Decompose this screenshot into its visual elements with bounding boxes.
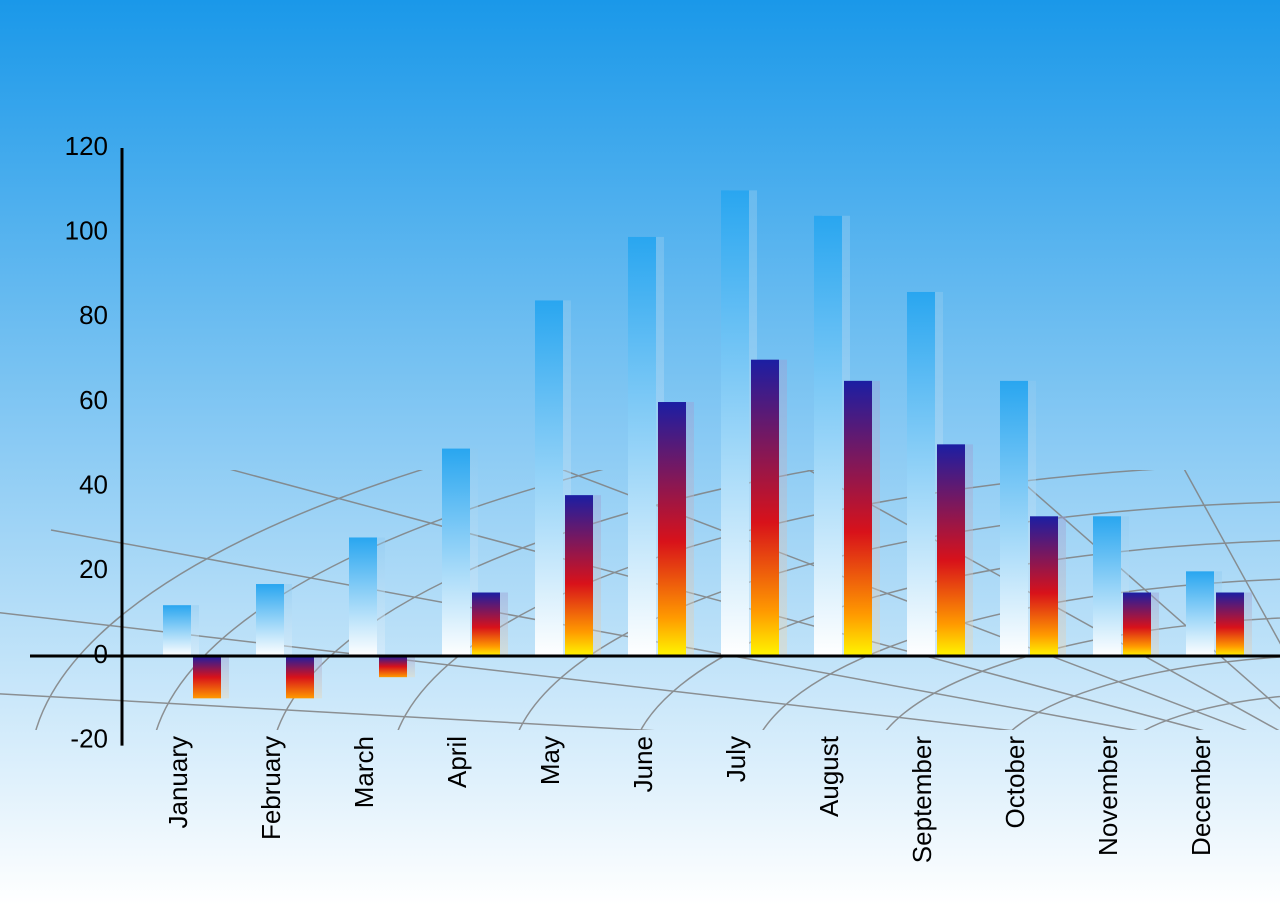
series2-bar (844, 381, 872, 656)
y-tick-label: 0 (94, 639, 108, 669)
y-tick-label: 120 (65, 131, 108, 161)
series1-bar (814, 216, 842, 656)
series2-bar (751, 360, 779, 656)
series1-bar (1186, 571, 1214, 656)
chart-svg: -20 0 20 40 60 80 100 120 January February March Ap… (0, 0, 1280, 905)
x-category-label: February (256, 736, 286, 840)
x-category-label: September (907, 736, 937, 864)
y-tick-label: -20 (70, 724, 108, 754)
y-tick-label: 100 (65, 216, 108, 246)
series1-bar (1093, 516, 1121, 656)
monthly-bar-chart: -20 0 20 40 60 80 100 120 January February March Ap… (0, 0, 1280, 905)
series1-bar (1000, 381, 1028, 656)
x-category-label: December (1186, 736, 1216, 856)
series1-bar (535, 300, 563, 656)
x-category-label: August (814, 735, 844, 817)
y-tick-label: 40 (79, 470, 108, 500)
series1-bar (628, 237, 656, 656)
series2-bar (1123, 593, 1151, 656)
series2-bar (565, 495, 593, 656)
x-category-label: October (1000, 736, 1030, 829)
series1-bar (721, 190, 749, 656)
series1-bar (163, 605, 191, 656)
x-category-label: April (442, 736, 472, 788)
series2-bar (286, 656, 314, 698)
series2-bar (658, 402, 686, 656)
series2-bar (1216, 593, 1244, 656)
y-tick-label: 60 (79, 385, 108, 415)
series1-bar (256, 584, 284, 656)
series2-bar (937, 444, 965, 656)
series1-bar (442, 449, 470, 656)
y-tick-label: 20 (79, 554, 108, 584)
y-tick-label: 80 (79, 300, 108, 330)
series2-bar (472, 593, 500, 656)
x-category-label: March (349, 736, 379, 808)
series2-bar (1030, 516, 1058, 656)
x-category-label: June (628, 736, 658, 792)
series1-bar (907, 292, 935, 656)
series2-bar (193, 656, 221, 698)
x-category-label: November (1093, 736, 1123, 856)
x-category-label: January (163, 736, 193, 829)
x-category-label: July (721, 736, 751, 782)
series1-bar (349, 537, 377, 656)
x-category-label: May (535, 736, 565, 785)
series2-bar (379, 656, 407, 677)
